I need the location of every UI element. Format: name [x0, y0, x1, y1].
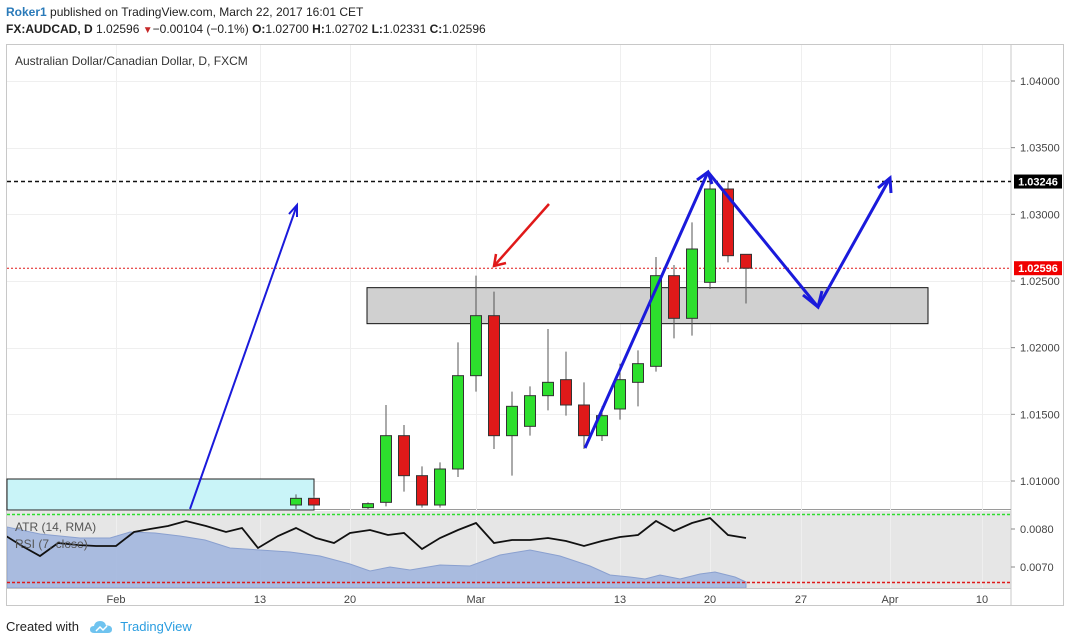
- atr-area: [7, 526, 747, 588]
- time-axis[interactable]: Feb 13 20 Mar 13 20 27 Apr 10: [107, 594, 989, 606]
- atr-label: ATR (14, RMA): [15, 520, 96, 534]
- candle-body[interactable]: [542, 381, 554, 397]
- chart-frame: [6, 44, 1064, 606]
- close-value: 1.02596: [442, 22, 486, 36]
- candle-body[interactable]: [470, 315, 482, 377]
- date-tick-label: 13: [254, 594, 266, 606]
- indicator-axis: 0.0080 0.0070: [1011, 524, 1054, 574]
- date-tick-label: 13: [614, 594, 626, 606]
- candle-body[interactable]: [668, 275, 680, 319]
- symbol-info: FX:AUDCAD, D 1.02596 ▼−0.00104 (−0.1%) O…: [6, 22, 486, 36]
- price-tick-label: 1.02000: [1020, 343, 1060, 355]
- date-tick-label: Apr: [881, 594, 898, 606]
- footer: Created with TradingView: [6, 619, 192, 635]
- price-axis[interactable]: 1.04000 1.03500 1.03000 1.02500 1.02000 1.015…: [1011, 76, 1060, 488]
- author-link[interactable]: Roker1: [6, 5, 47, 19]
- low-value: 1.02331: [382, 22, 427, 36]
- rsi-line: [7, 516, 747, 558]
- last-price-label: 1.02596: [1018, 263, 1058, 275]
- candle-body[interactable]: [704, 188, 716, 283]
- candle-body[interactable]: [614, 379, 626, 410]
- candle-body[interactable]: [416, 475, 428, 506]
- candle-body[interactable]: [632, 363, 644, 383]
- date-tick-label: 20: [344, 594, 356, 606]
- chart-title: Australian Dollar/Canadian Dollar, D, FX…: [15, 54, 248, 68]
- publish-info: Roker1 published on TradingView.com, Mar…: [6, 5, 363, 19]
- price-tick-label: 1.04000: [1020, 76, 1060, 88]
- tradingview-link[interactable]: TradingView: [120, 619, 192, 634]
- long-trend-arrowhead: [288, 202, 298, 217]
- date-tick-label: 10: [976, 594, 988, 606]
- date-tick-label: 20: [704, 594, 716, 606]
- close-label: C:: [429, 22, 443, 36]
- last-price-label-bg: [1014, 261, 1062, 276]
- long-trend-arrow[interactable]: [189, 204, 298, 510]
- created-with-text: Created with: [6, 619, 79, 634]
- candle-body[interactable]: [290, 497, 302, 506]
- resistance-price-label: 1.03246: [1018, 177, 1058, 189]
- price-tick-label: 1.03500: [1020, 143, 1060, 155]
- date-tick-label: Feb: [107, 594, 126, 606]
- candle-body[interactable]: [362, 503, 374, 509]
- open-value: 1.02700: [265, 22, 309, 36]
- resistance-price-label-bg: [1014, 174, 1062, 189]
- candle-body[interactable]: [398, 435, 410, 477]
- change-value: −0.00104 (−0.1%): [152, 22, 249, 36]
- last-value: 1.02596: [96, 22, 140, 36]
- main-pane[interactable]: [7, 45, 1011, 509]
- candle-body[interactable]: [506, 405, 518, 437]
- candle-body[interactable]: [578, 404, 590, 437]
- projection-arrowhead-peak: [696, 169, 714, 185]
- rsi-label: RSI (7, close): [15, 537, 88, 551]
- cloud-logo-icon: [89, 621, 112, 633]
- indicator-tick-label: 0.0070: [1020, 562, 1054, 574]
- open-label: O:: [252, 22, 266, 36]
- price-tick-label: 1.02500: [1020, 276, 1060, 288]
- candle-body[interactable]: [308, 497, 320, 506]
- red-pointer-arrow[interactable]: [493, 203, 550, 267]
- drawing-tools: [189, 169, 893, 510]
- projection-path[interactable]: [583, 170, 892, 449]
- published-text: published on TradingView.com, March 22, …: [50, 5, 364, 19]
- candle-body[interactable]: [740, 253, 752, 269]
- date-tick-label: Mar: [467, 594, 486, 606]
- consolidation-box[interactable]: [6, 478, 315, 511]
- candle-body[interactable]: [686, 248, 698, 319]
- candle-body[interactable]: [722, 188, 734, 257]
- price-tick-label: 1.01500: [1020, 409, 1060, 421]
- down-arrow-icon: ▼: [142, 25, 153, 36]
- projection-arrowhead-dip: [802, 290, 824, 310]
- date-tick-label: 27: [795, 594, 807, 606]
- indicator-tick-label: 0.0080: [1020, 524, 1054, 536]
- candle-body[interactable]: [380, 435, 392, 503]
- candle-body[interactable]: [488, 315, 500, 437]
- candle-body[interactable]: [560, 379, 572, 406]
- candle-body[interactable]: [650, 275, 662, 367]
- high-value: 1.02702: [324, 22, 369, 36]
- high-label: H:: [312, 22, 325, 36]
- candle-body[interactable]: [524, 395, 536, 427]
- price-tick-label: 1.03000: [1020, 209, 1060, 221]
- candle-body[interactable]: [434, 468, 446, 506]
- low-label: L:: [371, 22, 383, 36]
- symbol: FX:AUDCAD, D: [6, 22, 93, 36]
- candle-body[interactable]: [452, 375, 464, 470]
- price-tick-label: 1.01000: [1020, 476, 1060, 488]
- projection-arrowhead-target: [877, 174, 893, 194]
- indicators: [7, 513, 1011, 588]
- candles: [290, 176, 752, 509]
- red-pointer-arrowhead: [492, 253, 507, 268]
